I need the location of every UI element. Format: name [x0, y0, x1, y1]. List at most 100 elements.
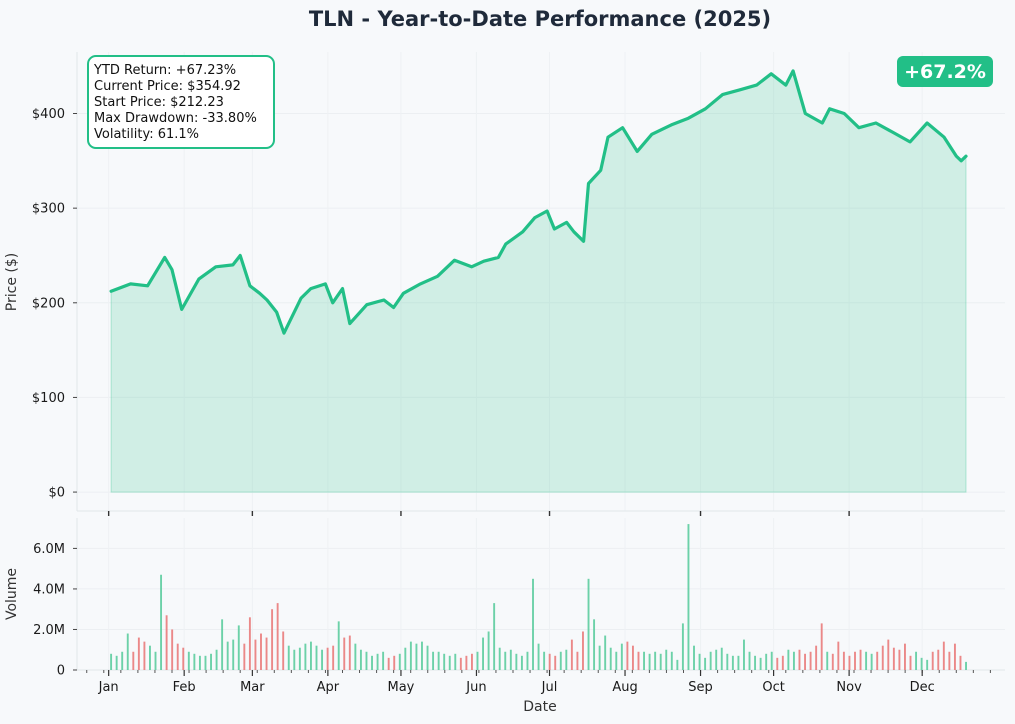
volume-bar	[310, 641, 312, 670]
volume-bar	[426, 645, 429, 670]
volume-x-tick-label: Dec	[910, 680, 935, 695]
volume-bar	[543, 651, 546, 670]
volume-bar	[415, 643, 418, 670]
volume-bar	[620, 643, 623, 670]
volume-bar	[482, 637, 484, 670]
volume-bar	[776, 657, 779, 670]
volume-bar	[554, 655, 557, 670]
volume-bar	[965, 661, 967, 670]
price-x-ticks	[107, 511, 850, 516]
price-y-axis-label: Price ($)	[4, 253, 20, 311]
volume-bar	[293, 649, 296, 670]
volume-bar	[765, 653, 768, 670]
volume-bar	[915, 651, 918, 670]
volume-x-tick-label: Feb	[173, 680, 196, 695]
return-badge-background	[897, 56, 993, 87]
volume-bar	[809, 651, 812, 670]
volume-bar	[382, 651, 385, 670]
volume-bar	[959, 655, 962, 670]
return-badge: +67.2%	[897, 56, 993, 87]
volume-bar	[454, 653, 457, 670]
volume-bar	[859, 649, 862, 670]
volume-bar	[615, 651, 618, 670]
volume-bar	[920, 657, 923, 670]
volume-x-ticks: Jan Feb Mar Apr May Jun Jul Aug Sep Oct Nov Dec	[86, 670, 991, 695]
volume-bar	[287, 645, 290, 670]
volume-bar	[587, 578, 590, 670]
volume-bar	[321, 649, 324, 670]
volume-x-axis-label: Date	[523, 699, 556, 715]
volume-bar	[687, 524, 690, 670]
volume-y-tick-label: 6.0M	[33, 542, 65, 557]
volume-bar	[887, 639, 890, 670]
volume-bar	[187, 651, 190, 670]
volume-bar	[176, 643, 179, 670]
volume-bar	[248, 617, 251, 670]
volume-bar	[393, 655, 396, 670]
volume-x-tick-label: Nov	[836, 680, 862, 695]
stats-volatility: Volatility: 61.1%	[94, 127, 199, 142]
volume-bar	[548, 653, 551, 670]
volume-bar	[404, 647, 407, 670]
volume-x-tick-label: Oct	[762, 680, 784, 695]
volume-bar	[737, 655, 740, 670]
volume-bar	[726, 653, 729, 670]
volume-bar	[476, 651, 479, 670]
volume-bar	[110, 653, 113, 670]
volume-bar	[398, 653, 401, 670]
volume-bar	[720, 647, 723, 670]
volume-bar	[931, 651, 934, 670]
volume-bar	[237, 625, 240, 670]
volume-bar	[704, 657, 707, 670]
volume-x-tick-label: Aug	[612, 680, 637, 695]
volume-bar	[892, 647, 895, 670]
volume-bar	[210, 653, 212, 670]
volume-panel: 0 2.0M 4.0M 6.0M Jan Feb Mar Apr May Jun Jul Aug Se…	[4, 518, 1005, 715]
volume-bar	[165, 615, 168, 670]
volume-bar	[693, 645, 695, 670]
volume-bar	[126, 633, 129, 670]
volume-bar	[137, 637, 140, 670]
volume-bar	[526, 651, 529, 670]
volume-bar	[598, 645, 601, 670]
volume-bar	[770, 651, 773, 670]
volume-bar	[709, 651, 712, 670]
volume-bar	[798, 649, 801, 670]
volume-bar	[260, 633, 262, 670]
volume-bar	[371, 655, 373, 670]
volume-y-tick-label: 2.0M	[33, 623, 65, 638]
volume-bar	[570, 639, 573, 670]
volume-bar	[848, 655, 851, 670]
price-y-tick-label: $200	[32, 296, 65, 311]
stats-start-price: Start Price: $212.23	[94, 95, 224, 110]
volume-bar	[820, 623, 823, 670]
volume-bar	[659, 653, 662, 670]
volume-bar	[604, 635, 607, 670]
volume-bar	[926, 659, 929, 670]
volume-bar	[337, 621, 340, 670]
volume-bar	[953, 643, 956, 670]
volume-bar	[515, 653, 518, 670]
volume-bar	[115, 655, 118, 670]
volume-x-tick-label: Jun	[465, 680, 486, 695]
price-y-tick-label: $100	[32, 391, 65, 406]
stats-max-drawdown: Max Drawdown: -33.80%	[94, 111, 257, 126]
volume-bar	[759, 657, 762, 670]
price-y-ticks: $0 $100 $200 $300 $400	[32, 107, 77, 501]
volume-bar	[459, 657, 462, 670]
volume-bar	[815, 645, 818, 670]
stats-box: YTD Return: +67.23% Current Price: $354.…	[87, 55, 275, 149]
volume-bar	[359, 649, 362, 670]
price-y-tick-label: $0	[48, 486, 65, 501]
volume-x-tick-label: Mar	[240, 680, 265, 695]
volume-bar	[432, 651, 435, 670]
volume-bar	[448, 655, 451, 670]
volume-bar	[365, 651, 368, 670]
volume-bar	[487, 631, 490, 670]
volume-bar	[265, 637, 268, 670]
volume-bar	[754, 655, 757, 670]
volume-bar	[909, 655, 912, 670]
price-y-tick-label: $400	[32, 107, 65, 122]
volume-bar	[465, 655, 468, 670]
